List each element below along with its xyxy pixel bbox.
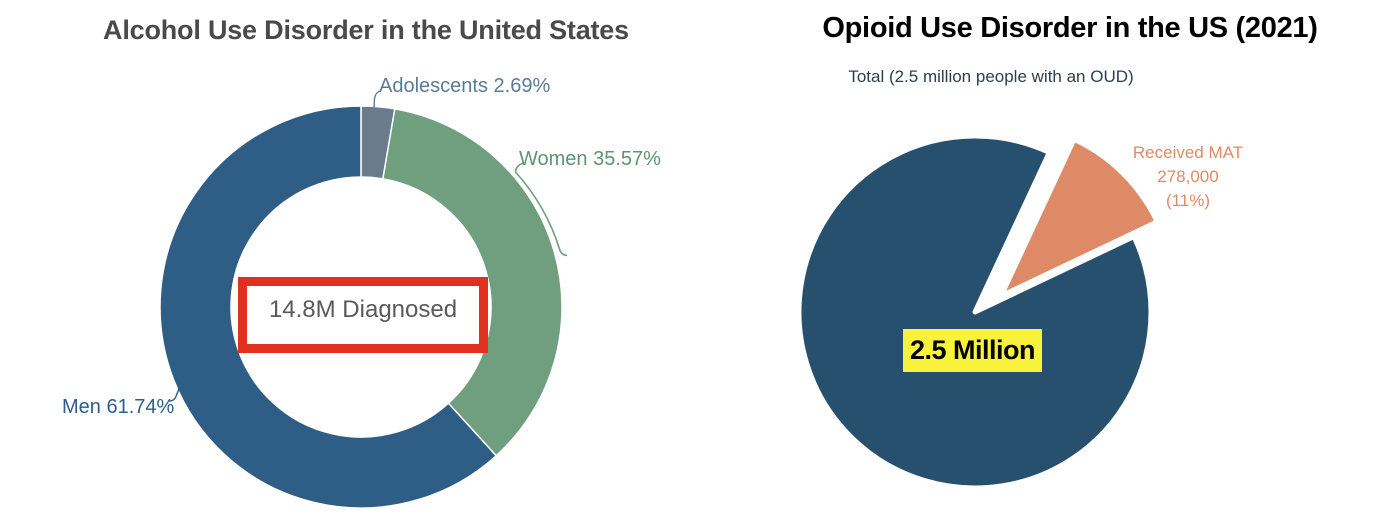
received-mat-label: Received MAT 278,000 (11%) bbox=[1108, 141, 1268, 213]
women-label: Women 35.57% bbox=[519, 148, 661, 170]
men-leader-line bbox=[168, 384, 182, 402]
received-mat-line3: (11%) bbox=[1165, 191, 1211, 210]
chart-slice bbox=[159, 105, 497, 509]
adolescents-leader-line bbox=[373, 90, 381, 109]
adolescents-label: Adolescents 2.69% bbox=[379, 75, 551, 97]
chart-slice bbox=[382, 108, 563, 457]
left-chart-title: Alcohol Use Disorder in the United State… bbox=[103, 15, 629, 45]
men-label: Men 61.74% bbox=[62, 396, 175, 418]
alcohol-donut-chart bbox=[159, 105, 563, 509]
right-chart-subtitle: Total (2.5 million people with an OUD) bbox=[848, 67, 1134, 86]
right-chart-title: Opioid Use Disorder in the US (2021) bbox=[822, 12, 1318, 44]
women-bracket bbox=[514, 162, 568, 257]
total-highlight-label: 2.5 Million bbox=[903, 329, 1042, 372]
chart-slice bbox=[998, 136, 1160, 299]
opioid-pie-chart bbox=[796, 133, 1160, 491]
diagnosed-label: 14.8M Diagnosed bbox=[268, 296, 458, 323]
received-mat-line2: 278,000 bbox=[1157, 167, 1219, 186]
diagnosed-callout-box: 14.8M Diagnosed bbox=[238, 277, 488, 353]
received-mat-line1: Received MAT bbox=[1132, 143, 1244, 162]
chart-slice bbox=[796, 133, 1154, 491]
